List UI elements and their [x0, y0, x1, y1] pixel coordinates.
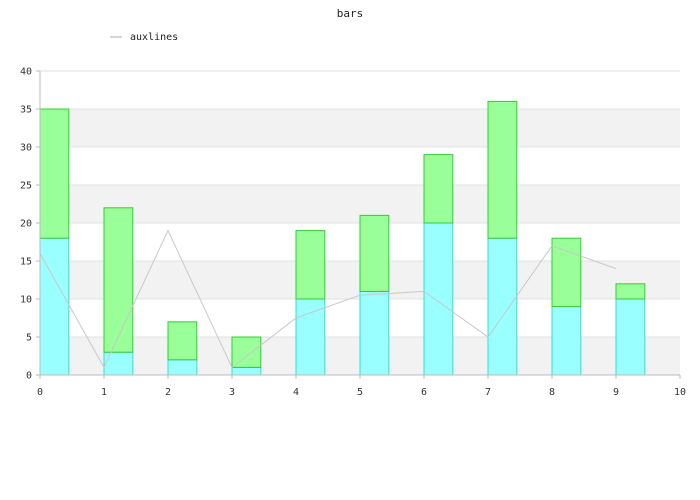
x-tick-label-10: 10 [674, 387, 686, 398]
bar-series1-x7 [487, 237, 518, 376]
y-tick-label-0: 0 [26, 371, 32, 382]
y-tick-label-5: 5 [26, 333, 32, 344]
bar-series1-x5 [359, 290, 390, 376]
bar-series2-x2 [167, 321, 198, 361]
bar-series2-x1 [103, 207, 134, 353]
bar-series2-x3 [231, 336, 262, 368]
bar-series1-x9 [615, 298, 646, 376]
y-tick-label-20: 20 [20, 219, 32, 230]
bar-series1-x2 [167, 359, 198, 376]
x-tick-label-8: 8 [549, 387, 555, 398]
y-tick-label-25: 25 [20, 181, 32, 192]
bar-series1-x8 [551, 306, 582, 376]
bar-series2-x0 [39, 108, 70, 239]
x-tick-label-3: 3 [229, 387, 235, 398]
y-tick-label-30: 30 [20, 143, 32, 154]
x-tick-label-2: 2 [165, 387, 171, 398]
bar-series2-x5 [359, 214, 390, 292]
x-tick-label-7: 7 [485, 387, 491, 398]
x-tick-label-0: 0 [37, 387, 43, 398]
bar-series1-x6 [423, 222, 454, 376]
x-tick-label-5: 5 [357, 387, 363, 398]
bar-series2-x6 [423, 154, 454, 224]
bar-series2-x9 [615, 283, 646, 300]
bar-series1-x1 [103, 351, 134, 376]
bar-series1-x0 [39, 237, 70, 376]
line-auxlines [39, 229, 617, 369]
legend: auxlines [110, 32, 178, 43]
chart-title: bars [337, 7, 364, 20]
bar-series2-x4 [295, 230, 326, 300]
x-tick-label-6: 6 [421, 387, 427, 398]
legend-label-auxlines: auxlines [130, 32, 178, 43]
x-tick-label-1: 1 [101, 387, 107, 398]
x-tick-label-9: 9 [613, 387, 619, 398]
y-tick-label-10: 10 [20, 295, 32, 306]
grid-band-30-35 [40, 109, 680, 147]
y-tick-label-15: 15 [20, 257, 32, 268]
bar-series1-x4 [295, 298, 326, 376]
bar-series2-x7 [487, 100, 518, 239]
y-tick-label-40: 40 [20, 67, 32, 78]
x-tick-label-4: 4 [293, 387, 299, 398]
y-tick-label-35: 35 [20, 105, 32, 116]
bar-series2-x8 [551, 237, 582, 308]
bar-series1-x3 [231, 366, 262, 376]
